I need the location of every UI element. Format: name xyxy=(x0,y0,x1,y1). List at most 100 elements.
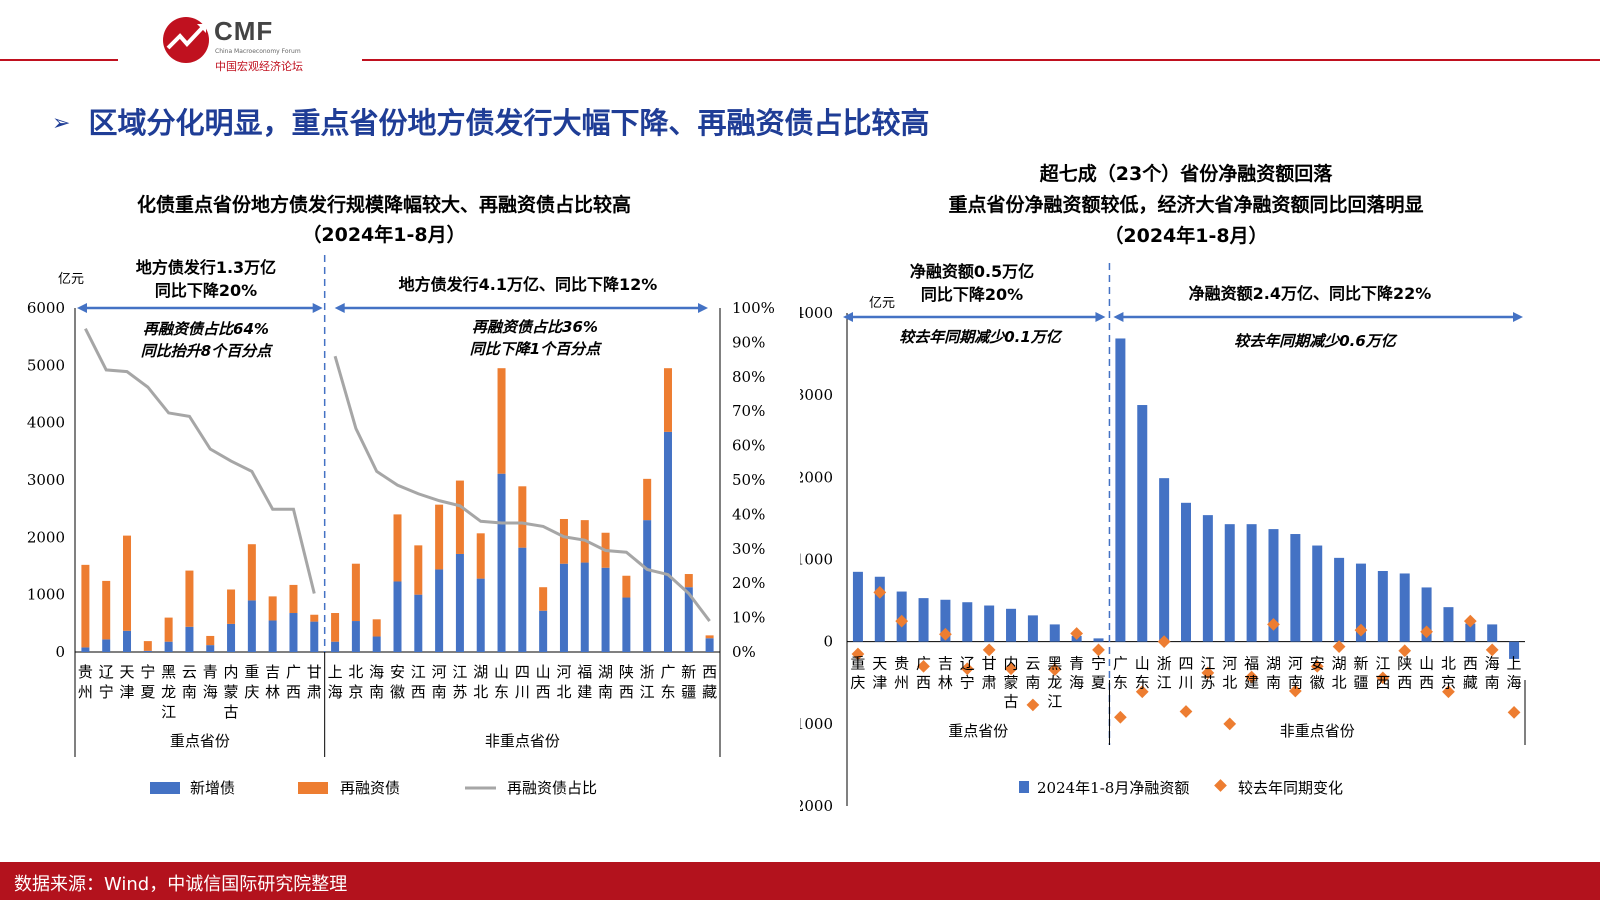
left-group1-note-1: 再融资债占比64% xyxy=(143,320,269,338)
left-chart: 化债重点省份地方债发行规模降幅较大、再融资债占比较高 （2024年1-8月） 亿… xyxy=(27,193,775,797)
x-category-label: 河南 xyxy=(1288,655,1303,692)
x-category-label: 青海 xyxy=(203,663,218,701)
right-y-tick-label: 3000 xyxy=(800,386,833,404)
x-category-label: 重庆 xyxy=(244,663,259,701)
bar-new-debt xyxy=(123,630,132,652)
bar-net-financing xyxy=(940,599,951,642)
x-category-label: 山东 xyxy=(494,663,509,701)
bar-new-debt xyxy=(539,610,548,652)
x-category-label: 黑龙江 xyxy=(161,663,176,721)
bar-new-debt xyxy=(684,587,693,652)
other-range-arrow-left-head xyxy=(334,303,345,313)
bar-refinancing xyxy=(518,486,527,548)
left-y2-tick-label: 100% xyxy=(732,299,775,317)
bar-refinancing xyxy=(435,504,444,570)
left-legend-new-debt: 新增债 xyxy=(190,779,235,797)
left-y2-tick-label: 70% xyxy=(732,402,765,420)
bar-new-debt xyxy=(414,594,423,652)
x-category-label: 河北 xyxy=(1222,655,1237,692)
bar-refinancing xyxy=(643,478,652,521)
bar-refinancing xyxy=(102,580,111,640)
x-category-label: 安徽 xyxy=(1310,655,1325,692)
line-ratio-other xyxy=(333,355,711,622)
bar-net-financing xyxy=(1115,338,1126,642)
bar-refinancing xyxy=(476,533,485,579)
right-chart: 超七成（23个）省份净融资额回落 重点省份净融资额较低，经济大省净融资额同比回落… xyxy=(800,162,1526,815)
bar-net-financing xyxy=(1049,624,1060,642)
left-y-tick-label: 2000 xyxy=(27,528,65,546)
bar-new-debt xyxy=(559,563,568,652)
bar-net-financing xyxy=(1312,545,1323,642)
right-y-tick-label: 2000 xyxy=(800,468,833,486)
bar-net-financing xyxy=(1246,524,1257,642)
bar-net-financing xyxy=(984,605,995,642)
bar-net-financing xyxy=(1465,623,1476,642)
right-legend-net: 2024年1-8月净融资额 xyxy=(1037,779,1189,797)
left-legend: 新增债 再融资债 再融资债占比 xyxy=(150,779,597,797)
x-category-label: 广西 xyxy=(286,663,301,701)
x-category-label: 甘肃 xyxy=(982,655,997,692)
bar-net-financing xyxy=(1268,529,1279,642)
left-y2-tick-label: 40% xyxy=(732,505,765,523)
right-group2-summary-1: 净融资额2.4万亿、同比下降22% xyxy=(1189,284,1432,303)
left-y2-tick-label: 30% xyxy=(732,540,765,558)
x-category-label: 云南 xyxy=(182,663,197,701)
x-category-label: 陕西 xyxy=(619,663,634,701)
x-category-label: 贵州 xyxy=(78,663,93,701)
logo-text: CMF xyxy=(214,16,274,46)
bar-net-financing xyxy=(1006,608,1017,642)
x-category-label: 浙江 xyxy=(640,663,655,701)
bar-net-financing xyxy=(1181,502,1191,642)
x-category-label: 陕西 xyxy=(1397,655,1412,692)
right-legend-swatch-change xyxy=(1214,779,1227,792)
left-legend-ratio: 再融资债占比 xyxy=(507,779,597,797)
bar-net-financing xyxy=(962,602,973,642)
x-category-label: 西藏 xyxy=(1463,655,1478,692)
x-category-label: 山东 xyxy=(1135,655,1150,692)
x-category-label: 安徽 xyxy=(390,663,405,701)
left-y-tick-label: 5000 xyxy=(27,356,65,374)
marker-yoy-change xyxy=(1376,671,1390,685)
right-group-annotations: 净融资额0.5万亿 同比下降20% 净融资额2.4万亿、同比下降22% 较去年同… xyxy=(899,262,1431,350)
x-category-label: 西藏 xyxy=(702,663,717,701)
bar-net-financing xyxy=(1290,534,1301,642)
other-range-arrow-left-head xyxy=(1113,312,1124,322)
bar-new-debt xyxy=(206,645,215,652)
bar-net-financing xyxy=(1487,624,1498,642)
bar-new-debt xyxy=(518,547,527,652)
x-category-label: 甘肃 xyxy=(307,663,322,701)
bar-net-financing xyxy=(1224,524,1235,642)
right-group1-note-1: 较去年同期减少0.1万亿 xyxy=(899,328,1063,346)
left-chart-title-line-2: （2024年1-8月） xyxy=(302,223,465,246)
key-range-arrow-right-head xyxy=(1095,312,1106,322)
right-y-tick-label: -2000 xyxy=(800,797,833,815)
x-category-label: 新疆 xyxy=(1353,655,1368,692)
left-legend-swatch-new-debt xyxy=(150,782,180,794)
data-source: 数据来源：Wind，中诚信国际研究院整理 xyxy=(14,874,348,895)
bar-new-debt xyxy=(351,621,360,652)
group-label-key: 重点省份 xyxy=(170,732,230,750)
x-category-label: 吉林 xyxy=(938,655,953,692)
x-category-label: 河南 xyxy=(432,663,447,701)
right-y-tick-label: 0 xyxy=(823,633,833,651)
x-category-label: 山西 xyxy=(1419,655,1434,692)
x-category-label: 北京 xyxy=(1441,655,1456,692)
bar-net-financing xyxy=(1334,557,1345,642)
marker-yoy-change xyxy=(1179,705,1193,718)
bar-net-financing xyxy=(1159,478,1170,642)
bar-refinancing xyxy=(559,518,568,564)
left-group2-note-1: 再融资债占比36% xyxy=(472,318,598,336)
bar-new-debt xyxy=(331,641,340,652)
bar-refinancing xyxy=(331,613,340,642)
bar-new-debt xyxy=(164,641,173,652)
bar-refinancing xyxy=(81,564,90,648)
bar-new-debt xyxy=(435,569,444,652)
marker-yoy-change xyxy=(1463,614,1477,628)
left-y2-tick-label: 10% xyxy=(732,609,765,627)
x-category-label: 黑龙江 xyxy=(1047,655,1062,711)
bar-net-financing xyxy=(1399,573,1410,642)
left-legend-refinancing: 再融资债 xyxy=(340,779,400,797)
bar-new-debt xyxy=(663,431,672,652)
bar-refinancing xyxy=(393,514,402,582)
right-group1-summary-2: 同比下降20% xyxy=(921,285,1023,304)
